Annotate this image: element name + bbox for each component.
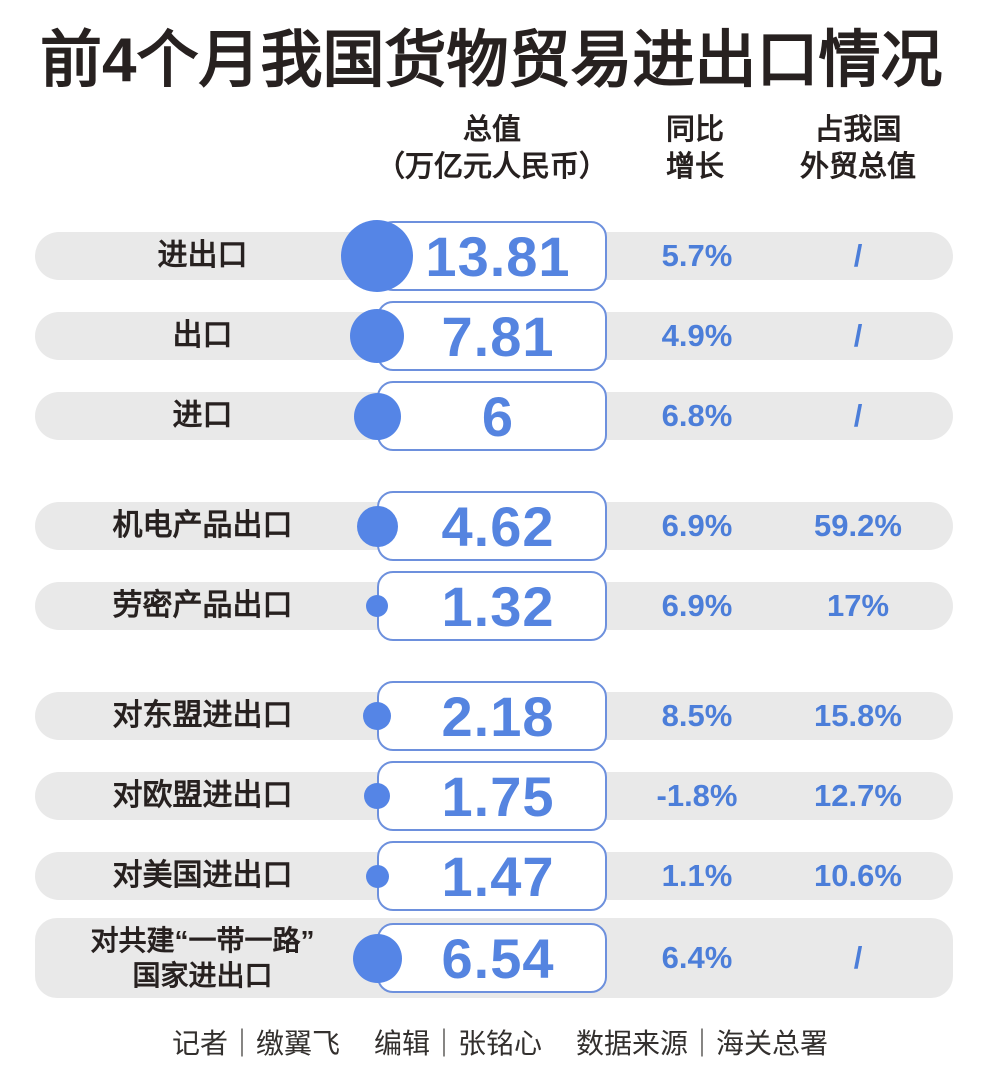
row-label-line: 出口 <box>172 319 233 352</box>
column-header-yoy-line1: 同比 <box>665 114 724 146</box>
value-bubble-icon <box>364 783 390 809</box>
table-row: 进出口 13.81 5.7% / <box>0 216 1000 296</box>
data-rows: 进出口 13.81 5.7% / 出口 7.81 4.9% / 进口 6 6.8… <box>0 216 1000 1000</box>
table-row: 对美国进出口 1.47 1.1% 10.6% <box>0 836 1000 916</box>
share-value: / <box>853 398 863 433</box>
row-label: 劳密产品出口 <box>35 588 370 624</box>
credit-segment: 记者｜缴翼飞 <box>171 1028 340 1059</box>
share-value: / <box>853 318 863 353</box>
share-value: 15.8% <box>814 698 902 733</box>
row-label-line: 国家进出口 <box>132 960 273 991</box>
value-text: 2.18 <box>441 684 555 748</box>
share-value: 59.2% <box>814 508 902 543</box>
row-label-line: 对共建“一带一路” <box>90 925 315 956</box>
value-text: 13.81 <box>425 224 571 288</box>
value-text: 1.75 <box>441 764 555 828</box>
row-label: 对东盟进出口 <box>35 698 370 734</box>
row-label-line: 对美国进出口 <box>112 859 293 892</box>
value-bubble-icon <box>363 702 391 730</box>
table-row: 对东盟进出口 2.18 8.5% 15.8% <box>0 676 1000 756</box>
table-row: 机电产品出口 4.62 6.9% 59.2% <box>0 486 1000 566</box>
value-bubble-icon <box>352 933 402 983</box>
credits-footer: 记者｜缴翼飞 编辑｜张铭心 数据来源｜海关总署 <box>0 1022 1000 1062</box>
yoy-value: -1.8% <box>656 778 738 813</box>
share-value: / <box>853 940 863 975</box>
table-row: 对共建“一带一路” 国家进出口 6.54 6.4% / <box>0 916 1000 1000</box>
value-text: 4.62 <box>441 494 555 558</box>
column-header-share-line2: 外贸总值 <box>799 151 916 183</box>
value-box: 7.81 <box>377 301 607 371</box>
row-label-line: 对欧盟进出口 <box>112 779 293 812</box>
share-value: / <box>853 238 863 273</box>
value-box: 13.81 <box>377 221 607 291</box>
yoy-value: 5.7% <box>661 238 733 273</box>
value-box: 1.75 <box>377 761 607 831</box>
value-box: 1.47 <box>377 841 607 911</box>
yoy-value: 6.4% <box>661 940 733 975</box>
row-label-line: 进出口 <box>157 239 248 272</box>
value-text: 1.47 <box>441 844 555 908</box>
share-value: 12.7% <box>814 778 902 813</box>
value-box: 2.18 <box>377 681 607 751</box>
row-label-line: 对东盟进出口 <box>112 699 293 732</box>
value-bubble-icon <box>353 392 401 440</box>
row-label: 出口 <box>35 318 370 354</box>
row-label: 对欧盟进出口 <box>35 778 370 814</box>
yoy-value: 6.8% <box>661 398 733 433</box>
share-value: 17% <box>826 588 890 623</box>
value-bubble-icon <box>366 595 388 617</box>
value-text: 6 <box>481 384 515 448</box>
credit-segment: 数据来源｜海关总署 <box>576 1028 829 1059</box>
share-value: 10.6% <box>814 858 902 893</box>
column-header-total-value-line1: 总值 <box>462 114 521 146</box>
value-box: 6.54 <box>377 923 607 993</box>
table-row: 进口 6 6.8% / <box>0 376 1000 456</box>
value-bubble-icon <box>350 309 404 363</box>
column-header-total-value-line2: （万亿元人民币） <box>375 151 608 183</box>
value-box: 4.62 <box>377 491 607 561</box>
yoy-value: 1.1% <box>661 858 733 893</box>
table-row: 出口 7.81 4.9% / <box>0 296 1000 376</box>
credit-segment: 编辑｜张铭心 <box>373 1028 542 1059</box>
row-label-line: 劳密产品出口 <box>112 589 293 622</box>
value-bubble-icon <box>365 864 389 888</box>
row-label: 对美国进出口 <box>35 858 370 894</box>
column-header-yoy: 同比 增长 <box>635 112 755 186</box>
value-text: 6.54 <box>441 926 555 990</box>
yoy-value: 8.5% <box>661 698 733 733</box>
value-box: 1.32 <box>377 571 607 641</box>
column-header-share-line1: 占我国 <box>814 114 902 146</box>
column-header-total-value: 总值 （万亿元人民币） <box>332 112 652 186</box>
row-label-line: 机电产品出口 <box>112 509 293 542</box>
value-text: 7.81 <box>441 304 555 368</box>
row-label: 机电产品出口 <box>35 508 370 544</box>
value-text: 1.32 <box>441 574 555 638</box>
table-row: 劳密产品出口 1.32 6.9% 17% <box>0 566 1000 646</box>
column-header-yoy-line2: 增长 <box>665 151 724 183</box>
yoy-value: 4.9% <box>661 318 733 353</box>
page-title: 前4个月我国货物贸易进出口情况 <box>40 26 943 95</box>
value-bubble-icon <box>341 220 413 292</box>
value-bubble-icon <box>356 505 398 547</box>
table-row: 对欧盟进出口 1.75 -1.8% 12.7% <box>0 756 1000 836</box>
yoy-value: 6.9% <box>661 508 733 543</box>
column-header-share: 占我国 外贸总值 <box>795 112 921 186</box>
yoy-value: 6.9% <box>661 588 733 623</box>
row-label: 对共建“一带一路” 国家进出口 <box>35 923 370 993</box>
row-label: 进出口 <box>35 238 370 274</box>
row-label: 进口 <box>35 398 370 434</box>
row-label-line: 进口 <box>172 399 233 432</box>
value-box: 6 <box>377 381 607 451</box>
